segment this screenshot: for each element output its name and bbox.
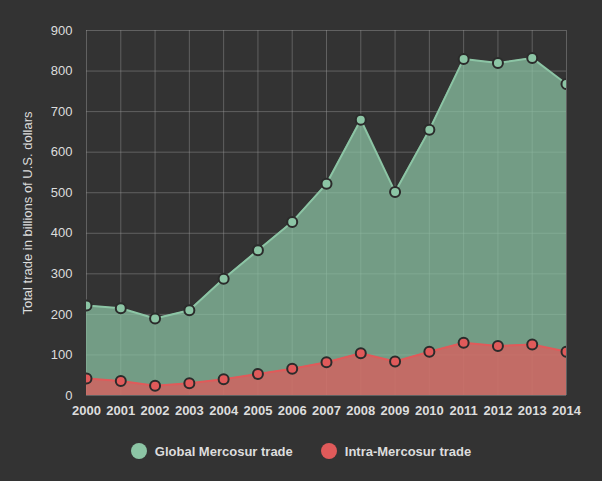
svg-text:Total trade in billions of U.S: Total trade in billions of U.S. dollars [20, 111, 35, 315]
svg-text:2006: 2006 [278, 403, 307, 418]
svg-text:600: 600 [51, 144, 73, 159]
svg-text:2013: 2013 [518, 403, 547, 418]
html-text:Global Mercosur trade: Global Mercosur trade [154, 443, 293, 459]
svg-text:700: 700 [51, 104, 73, 119]
svg-text:2009: 2009 [381, 403, 410, 418]
svg-text:2004: 2004 [209, 403, 239, 418]
svg-text:500: 500 [51, 185, 73, 200]
svg-text:300: 300 [51, 266, 73, 281]
svg-text:2001: 2001 [106, 403, 135, 418]
svg-text:2003: 2003 [175, 403, 204, 418]
svg-text:2011: 2011 [450, 403, 478, 418]
svg-text:800: 800 [51, 63, 73, 78]
svg-text:400: 400 [51, 225, 73, 240]
svg-text:2008: 2008 [346, 403, 375, 418]
svg-text:2000: 2000 [72, 403, 101, 418]
svg-text:2002: 2002 [141, 403, 170, 418]
svg-text:2005: 2005 [243, 403, 272, 418]
html-text:Intra-Mercosur trade: Intra-Mercosur trade [344, 443, 472, 459]
svg-text:900: 900 [51, 23, 73, 38]
svg-text:200: 200 [51, 307, 73, 322]
svg-text:2007: 2007 [312, 403, 341, 418]
svg-text:100: 100 [51, 347, 73, 362]
svg-text:2010: 2010 [415, 403, 444, 418]
svg-text:0: 0 [65, 388, 72, 403]
svg-text:2012: 2012 [483, 403, 512, 418]
svg-text:2014: 2014 [552, 403, 582, 418]
